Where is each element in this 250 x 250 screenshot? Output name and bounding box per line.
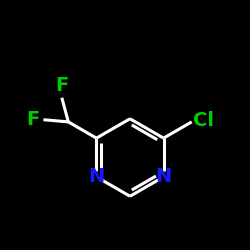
Text: F: F [26, 110, 40, 129]
Text: F: F [55, 76, 68, 95]
Text: N: N [156, 168, 172, 186]
Text: Cl: Cl [193, 111, 214, 130]
Text: N: N [88, 168, 104, 186]
